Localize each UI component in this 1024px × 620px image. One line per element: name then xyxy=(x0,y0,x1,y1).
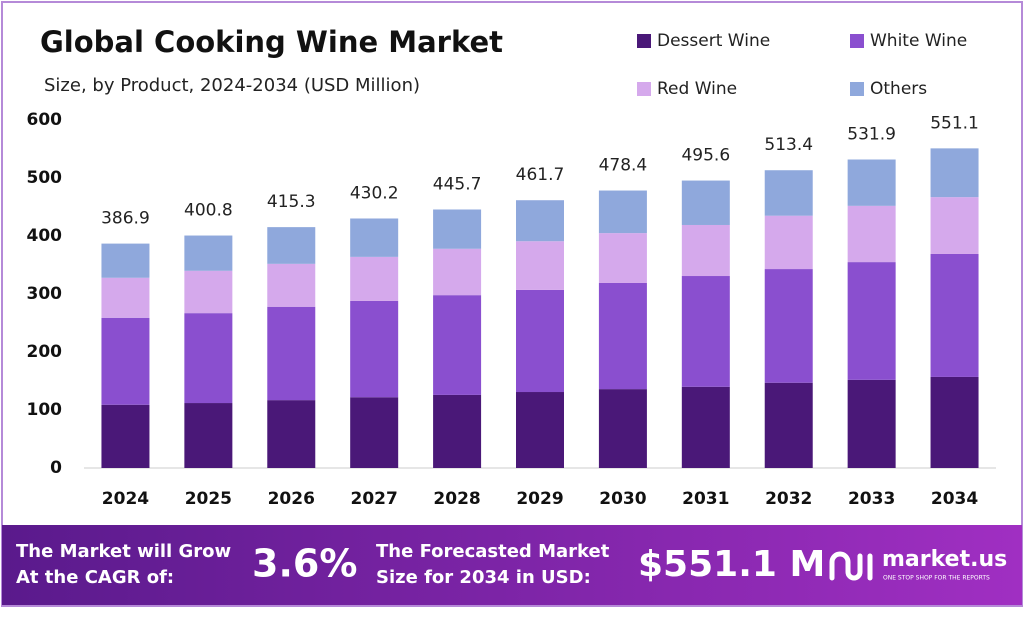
bar-segment xyxy=(433,209,482,249)
x-tick-label: 2026 xyxy=(268,489,315,509)
y-tick-label: 300 xyxy=(27,284,63,304)
bar-segment xyxy=(516,241,564,290)
bar-segment xyxy=(930,253,979,377)
bar-segment xyxy=(764,215,813,270)
total-label: 495.6 xyxy=(681,146,730,166)
bar-segment xyxy=(681,224,730,277)
y-tick-label: 200 xyxy=(27,342,63,362)
tagline: ONE STOP SHOP FOR THE REPORTS xyxy=(883,575,990,582)
bar-segment xyxy=(433,248,482,296)
total-label: 415.3 xyxy=(267,192,316,212)
legend-label: White Wine xyxy=(870,31,967,51)
bar-segment xyxy=(101,277,150,318)
legend-swatch xyxy=(850,82,864,96)
legend-swatch xyxy=(850,34,864,48)
bar-segment xyxy=(764,382,813,468)
cagr-text: The Market will Grow xyxy=(16,541,231,562)
legend-swatch xyxy=(637,34,651,48)
legend-label: Others xyxy=(870,79,927,99)
bar-segment xyxy=(101,243,150,278)
total-label: 386.9 xyxy=(101,209,150,229)
bar-segment xyxy=(350,300,399,398)
x-tick-label: 2028 xyxy=(433,489,480,509)
cagr-value: 3.6% xyxy=(252,542,357,586)
bar-segment xyxy=(350,397,399,468)
bar-segment xyxy=(184,313,233,404)
y-tick-label: 400 xyxy=(27,226,63,246)
cagr-text: At the CAGR of: xyxy=(16,567,174,588)
bar-segment xyxy=(267,227,316,264)
bar-segment xyxy=(267,306,316,401)
x-tick-label: 2030 xyxy=(599,489,646,509)
legend-label: Dessert Wine xyxy=(657,31,770,51)
bar-segment xyxy=(598,282,647,390)
x-tick-label: 2031 xyxy=(682,489,729,509)
total-label: 513.4 xyxy=(764,135,813,155)
forecast-text: Size for 2034 in USD: xyxy=(376,567,591,588)
forecast-text: The Forecasted Market xyxy=(376,541,610,562)
footer-band xyxy=(2,525,1022,605)
x-tick-label: 2033 xyxy=(848,489,895,509)
x-tick-label: 2024 xyxy=(102,489,149,509)
bar-segment xyxy=(847,379,896,468)
x-tick-label: 2025 xyxy=(185,489,232,509)
bar-segment xyxy=(847,262,896,380)
bar-segment xyxy=(267,263,316,307)
bar-segment xyxy=(101,317,150,405)
bar-segment xyxy=(350,218,399,257)
bar-segment xyxy=(930,148,979,198)
bar-segment xyxy=(598,190,647,234)
total-label: 400.8 xyxy=(184,201,233,221)
brand-icon xyxy=(829,551,873,581)
bar-segment xyxy=(681,180,730,225)
bar-segment xyxy=(184,235,233,271)
bar-segment xyxy=(516,200,564,242)
chart-title: Global Cooking Wine Market xyxy=(40,25,503,59)
bar-segment xyxy=(764,170,813,216)
bar-segment xyxy=(764,269,813,383)
legend-swatch xyxy=(637,82,651,96)
bar-segment xyxy=(847,159,896,206)
brand: market.us xyxy=(882,547,1007,572)
x-tick-label: 2032 xyxy=(765,489,812,509)
bar-segment xyxy=(681,386,730,468)
bar-segment xyxy=(184,403,233,468)
legend-label: Red Wine xyxy=(657,79,737,99)
y-tick-label: 0 xyxy=(50,458,62,478)
bar-segment xyxy=(516,289,564,393)
x-tick-label: 2029 xyxy=(516,489,563,509)
total-label: 430.2 xyxy=(350,183,399,203)
bar-segment xyxy=(930,197,979,254)
bar-segment xyxy=(681,276,730,387)
y-tick-label: 600 xyxy=(27,110,63,130)
total-label: 551.1 xyxy=(930,113,979,133)
bar-segment xyxy=(847,205,896,263)
total-label: 445.7 xyxy=(433,174,482,194)
total-label: 478.4 xyxy=(599,156,648,176)
bar-segment xyxy=(598,233,647,283)
bar-segment xyxy=(101,404,150,468)
bar-segment xyxy=(433,295,482,395)
frame xyxy=(1,1,1023,607)
bar-segment xyxy=(350,256,399,301)
bar-segment xyxy=(267,400,316,468)
x-tick-label: 2034 xyxy=(931,489,978,509)
forecast-value: $551.1 M xyxy=(638,544,825,585)
total-label: 461.7 xyxy=(516,165,565,185)
y-tick-label: 100 xyxy=(27,400,63,420)
bar-segment xyxy=(516,392,564,468)
bar-segment xyxy=(433,394,482,468)
x-tick-label: 2027 xyxy=(351,489,398,509)
bar-segment xyxy=(184,270,233,314)
total-label: 531.9 xyxy=(847,124,896,144)
y-tick-label: 500 xyxy=(27,168,63,188)
chart-subtitle: Size, by Product, 2024-2034 (USD Million… xyxy=(44,75,420,96)
bar-segment xyxy=(598,389,647,468)
bar-segment xyxy=(930,376,979,468)
